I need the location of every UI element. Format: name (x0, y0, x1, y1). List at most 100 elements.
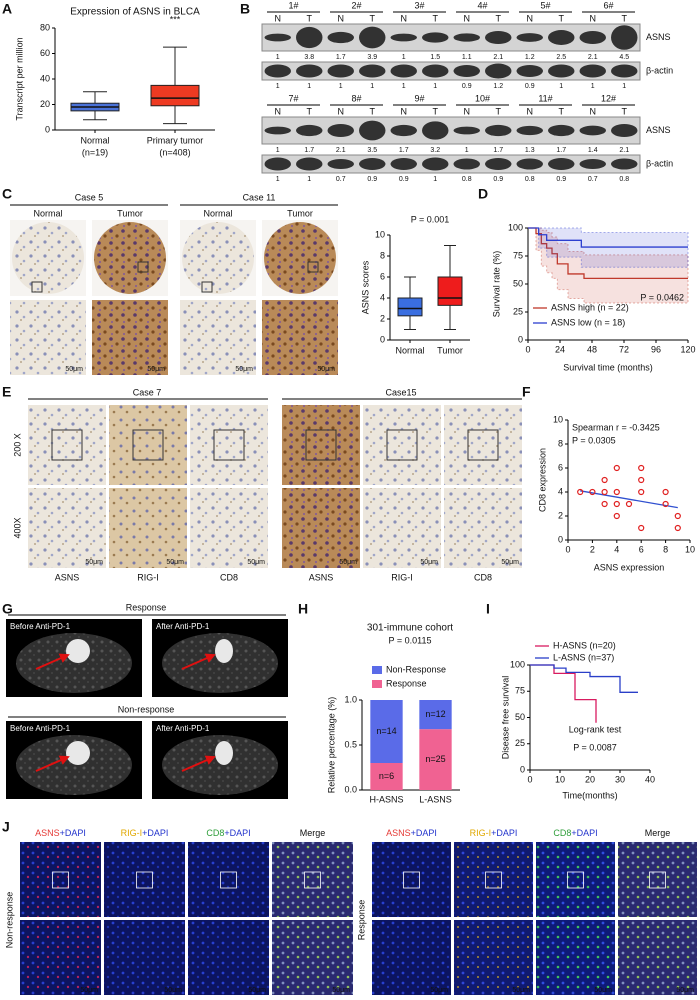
condition-label: T (559, 106, 565, 116)
column-label: Tumor (117, 208, 143, 218)
annotation: P = 0.001 (411, 214, 450, 224)
y-tick-label: 1.0 (344, 694, 357, 704)
n-label: (n=408) (159, 147, 190, 157)
point (613, 512, 620, 520)
case-title: Case15 (385, 387, 416, 397)
y-axis-label: ASNS scores (360, 260, 370, 314)
band (264, 157, 291, 171)
tissue-core (182, 222, 254, 294)
point (601, 488, 608, 496)
roi-box (386, 429, 418, 461)
scale-bar: 50μm (339, 559, 357, 566)
band-value: 1.2 (525, 54, 535, 61)
lane-label: 6# (603, 0, 613, 10)
y-tick-label: 0.5 (344, 739, 357, 749)
case-title: Case 11 (243, 192, 276, 202)
band-value: 0.8 (462, 176, 472, 183)
annotation: P = 0.0305 (572, 435, 616, 445)
y-axis-label: Relative percentage (%) (326, 697, 336, 794)
scale-bar: 50μm (332, 987, 350, 994)
band-value: 1.7 (304, 147, 314, 154)
y-tick-label: 40 (40, 73, 50, 83)
condition-label: T (307, 106, 313, 116)
y-tick-label: 100 (508, 222, 523, 232)
band-value: 2.1 (493, 54, 503, 61)
y-tick-label: 20 (40, 99, 50, 109)
roi-box (305, 429, 337, 461)
tissue-core (94, 222, 166, 294)
arrow (35, 653, 70, 670)
point (638, 488, 645, 496)
legend-label: ASNS low (n = 18) (551, 317, 625, 327)
band-value: 3.2 (430, 147, 440, 154)
scale-bar: 50μm (594, 987, 612, 994)
x-tick-label: 30 (615, 774, 625, 784)
fluorescence-image (20, 842, 101, 917)
scale-bar: 50μm (65, 366, 83, 373)
point (674, 524, 681, 532)
condition-label: N (527, 13, 534, 23)
bar-segment (419, 729, 452, 790)
point (625, 500, 633, 508)
band (359, 26, 386, 49)
y-tick-label: 10 (375, 229, 385, 239)
scale-bar: 50μm (430, 987, 448, 994)
band-value: 2.1 (619, 147, 629, 154)
y-tick-label: 100 (510, 659, 525, 669)
y-tick-label: 80 (40, 22, 50, 32)
point (674, 512, 681, 520)
channel-marker: Merge (645, 828, 671, 838)
band (327, 64, 354, 78)
count-label: n=14 (376, 726, 396, 736)
condition-label: T (622, 106, 628, 116)
condition-label: N (464, 106, 471, 116)
count-label: n=12 (425, 709, 445, 719)
band (485, 124, 512, 137)
blot-strip (261, 116, 641, 145)
micrograph (363, 405, 441, 485)
roi-box (137, 261, 149, 273)
bladder (215, 741, 233, 765)
micrograph (262, 300, 338, 375)
x-tick-label: 10 (685, 544, 695, 554)
x-tick-label: 48 (587, 344, 597, 354)
channel-stain: +DAPI (60, 828, 86, 838)
scale-bar: 50μm (166, 559, 184, 566)
band-value: 1 (307, 176, 311, 183)
condition-label: N (338, 13, 345, 23)
band (485, 63, 512, 79)
band (485, 30, 512, 45)
arrow (35, 755, 70, 772)
channel-label: CD8+DAPI (206, 828, 250, 838)
x-tick-label: Normal (395, 345, 424, 355)
x-tick-label: Tumor (437, 345, 463, 355)
band-value: 1 (465, 147, 469, 154)
y-tick-label: 25 (513, 306, 523, 316)
legend-label: Non-Response (386, 664, 446, 674)
micrograph (109, 405, 187, 485)
y-tick-label: 50 (515, 712, 525, 722)
band-value: 1 (402, 54, 406, 61)
y-tick-label: 2 (380, 313, 385, 323)
channel-stain: +DAPI (224, 828, 250, 838)
scale-bar: 50μm (247, 559, 265, 566)
channel-marker: CD8 (553, 828, 571, 838)
annotation: P = 0.0087 (573, 742, 617, 752)
condition-label: N (275, 13, 282, 23)
bar-segment (419, 700, 452, 730)
point (601, 500, 608, 508)
column-label: Normal (33, 208, 62, 218)
scale-bar: 50μm (80, 987, 98, 994)
micrograph (444, 405, 522, 485)
fluorescence-image (188, 842, 269, 917)
band (264, 64, 291, 78)
x-axis-label: ASNS expression (594, 562, 665, 572)
panel-letter: A (2, 1, 12, 17)
y-tick-label: 75 (513, 250, 523, 260)
x-tick-label: 2 (590, 544, 595, 554)
image-label: After Anti-PD-1 (156, 724, 210, 733)
pelvis (16, 735, 132, 795)
annotation: Log-rank test (569, 724, 622, 734)
x-tick-label: 40 (645, 774, 655, 784)
fluorescence-image (104, 920, 185, 995)
